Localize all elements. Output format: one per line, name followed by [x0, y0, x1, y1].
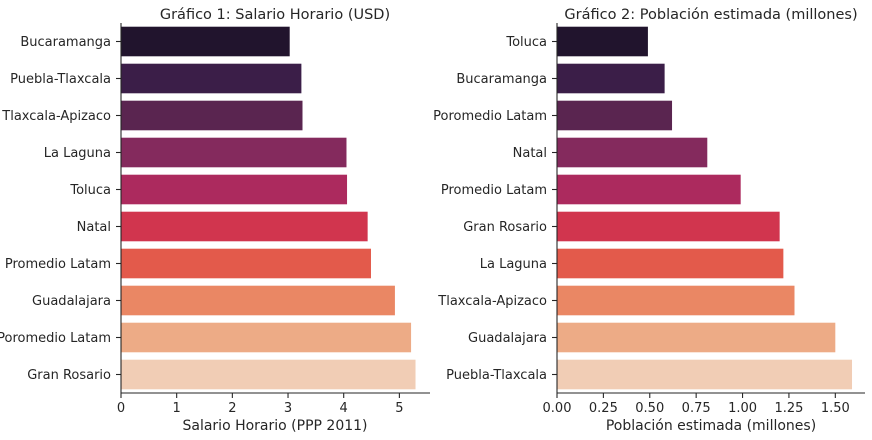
chart-1-x-tick-label: 1: [173, 401, 181, 416]
chart-2-bar: [557, 26, 648, 57]
chart-1-category-label: Natal: [77, 220, 111, 235]
chart-1-x-tick-label: 5: [395, 401, 403, 416]
population-chart-panel: Gráfico 2: Población estimada (millones)…: [433, 7, 865, 434]
chart-1-category-label: Guadalajara: [32, 294, 111, 309]
chart-2-category-label: Guadalajara: [468, 331, 547, 346]
chart-1-bar: [121, 211, 368, 242]
chart-1-category-label: La Laguna: [44, 146, 111, 161]
chart-2-category-label: Puebla-Tlaxcala: [446, 368, 547, 383]
chart-2-title: Gráfico 2: Población estimada (millones): [564, 7, 857, 23]
chart-1-x-tick-label: 0: [117, 401, 125, 416]
chart-1-bar: [121, 359, 416, 390]
chart-1-x-tick-label: 4: [340, 401, 348, 416]
chart-1-category-label: Tlaxcala-Apizaco: [1, 109, 111, 124]
chart-2-bar: [557, 248, 784, 279]
chart-1-bar: [121, 285, 395, 316]
chart-1-bar: [121, 100, 303, 131]
chart-2-category-label: Bucaramanga: [456, 72, 547, 87]
chart-1-category-label: Poromedio Latam: [0, 331, 111, 346]
chart-2-x-tick-label: 1.00: [728, 401, 757, 416]
chart-2-category-label: Promedio Latam: [441, 183, 547, 198]
chart-1-category-label: Gran Rosario: [27, 368, 111, 383]
chart-2-x-tick-label: 0.75: [682, 401, 711, 416]
chart-2-bar: [557, 211, 780, 242]
chart-1-category-label: Bucaramanga: [20, 35, 111, 50]
chart-2-x-tick-label: 1.25: [774, 401, 803, 416]
chart-1-category-label: Promedio Latam: [5, 257, 111, 272]
chart-1-bar: [121, 26, 290, 57]
chart-2-category-label: Natal: [513, 146, 547, 161]
chart-2-category-label: Poromedio Latam: [433, 109, 547, 124]
chart-2-bar: [557, 359, 853, 390]
chart-2-x-tick-label: 0.25: [589, 401, 618, 416]
chart-1-x-tick-label: 3: [284, 401, 292, 416]
chart-2-bar: [557, 137, 708, 168]
chart-2-bar: [557, 285, 795, 316]
chart-2-x-axis-label: Población estimada (millones): [606, 418, 816, 434]
chart-1-x-axis-label: Salario Horario (PPP 2011): [182, 418, 367, 434]
chart-1-bar: [121, 63, 302, 94]
chart-2-category-label: Tlaxcala-Apizaco: [437, 294, 547, 309]
chart-2-bar: [557, 322, 836, 353]
salary-chart-panel: Gráfico 1: Salario Horario (USD) Salario…: [0, 7, 430, 434]
chart-1-bar: [121, 248, 371, 279]
chart-2-category-label: Toluca: [505, 35, 547, 50]
chart-1-bar: [121, 322, 412, 353]
chart-1-x-tick-label: 2: [228, 401, 236, 416]
chart-2-x-tick-label: 0.50: [635, 401, 664, 416]
chart-2-category-label: Gran Rosario: [463, 220, 547, 235]
chart-1-bar: [121, 174, 348, 205]
chart-1-category-label: Toluca: [69, 183, 111, 198]
chart-1-category-label: Puebla-Tlaxcala: [10, 72, 111, 87]
chart-2-category-label: La Laguna: [480, 257, 547, 272]
chart-2-bar: [557, 63, 665, 94]
chart-1-bar: [121, 137, 347, 168]
chart-2-x-tick-label: 0.00: [543, 401, 572, 416]
chart-2-x-tick-label: 1.50: [821, 401, 850, 416]
chart-1-title: Gráfico 1: Salario Horario (USD): [160, 7, 390, 23]
chart-2-bar: [557, 100, 673, 131]
chart-2-bar: [557, 174, 741, 205]
